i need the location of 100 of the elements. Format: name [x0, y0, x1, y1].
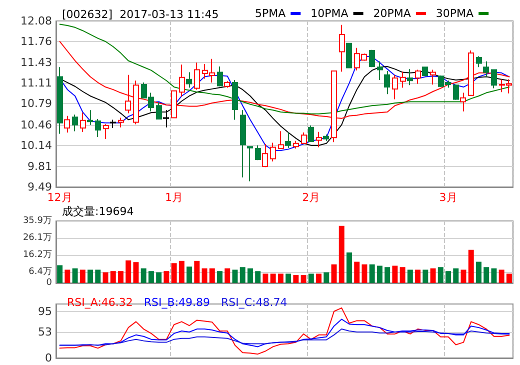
- y-tick-label: 11.43: [20, 56, 52, 70]
- bar: [293, 275, 299, 283]
- y-tick-label: 53: [38, 325, 52, 338]
- candlestick: [415, 69, 421, 84]
- candlestick: [301, 132, 307, 145]
- y-tick-label: 9.81: [28, 160, 52, 173]
- bar: [118, 271, 124, 283]
- candlestick: [278, 130, 284, 150]
- legend-label: 5PMA: [254, 7, 286, 20]
- candlestick: [468, 50, 474, 96]
- candlestick: [285, 132, 291, 148]
- y-tick-label: 11.11: [20, 76, 52, 90]
- candlestick: [369, 49, 375, 68]
- candlestick: [430, 69, 436, 85]
- x-tick-label: 1月: [165, 191, 184, 204]
- line-series: [59, 328, 510, 346]
- bar: [247, 268, 253, 283]
- candlestick: [392, 74, 398, 100]
- candlestick: [262, 144, 268, 168]
- y-tick-label: 11.76: [20, 35, 52, 48]
- bar: [194, 260, 200, 283]
- bar: [491, 268, 497, 283]
- line-series: [59, 307, 510, 355]
- y-tick-label: 9.49: [28, 180, 52, 194]
- candlestick: [80, 112, 86, 132]
- candlestick: [346, 42, 352, 68]
- bar: [217, 271, 222, 283]
- x-tick-label: 2月: [302, 191, 320, 204]
- candlestick: [194, 62, 200, 90]
- bar: [202, 268, 208, 283]
- bar: [240, 267, 246, 283]
- bar: [407, 270, 413, 283]
- bar: [376, 266, 382, 283]
- bar: [400, 267, 406, 283]
- y-tick-label: 16.2万: [22, 250, 52, 260]
- bar: [453, 268, 459, 283]
- y-tick-label: 0: [46, 278, 52, 288]
- y-tick-label: 10.14: [20, 138, 52, 152]
- bar: [430, 268, 436, 283]
- candlestick: [483, 60, 489, 78]
- y-tick-label: 6.4万: [28, 266, 52, 277]
- line-series: [59, 24, 510, 114]
- bar: [278, 274, 284, 283]
- bar: [102, 272, 108, 283]
- bar: [270, 274, 276, 283]
- bar: [148, 271, 154, 283]
- bar: [232, 270, 238, 283]
- candlestick: [217, 66, 223, 87]
- bar: [95, 270, 101, 283]
- candlestick: [339, 24, 345, 72]
- y-tick-label: 0: [45, 352, 52, 364]
- bar: [316, 274, 322, 283]
- bar: [164, 271, 170, 283]
- chart-title: 成交量:19694: [62, 205, 134, 218]
- bar: [460, 270, 466, 283]
- bar: [476, 262, 482, 283]
- legend-label: 30PMA: [436, 7, 474, 20]
- candlestick: [87, 110, 93, 126]
- candlestick: [125, 74, 131, 114]
- bar: [156, 272, 162, 283]
- bar: [224, 268, 230, 283]
- candlestick: [57, 66, 63, 134]
- bar: [80, 270, 86, 283]
- bar: [506, 274, 512, 283]
- candlestick: [163, 110, 169, 128]
- candlestick: [293, 140, 299, 150]
- bar: [262, 274, 268, 283]
- candlestick: [247, 146, 253, 182]
- bar: [422, 270, 428, 283]
- candlestick: [270, 142, 276, 162]
- bar: [186, 266, 192, 283]
- candlestick: [316, 131, 322, 148]
- legend-label: 10PMA: [310, 7, 349, 20]
- candlestick: [308, 124, 314, 142]
- bar: [57, 265, 63, 283]
- y-tick-label: 12.08: [20, 14, 52, 28]
- bar: [178, 260, 184, 283]
- candlestick: [400, 71, 406, 88]
- bar: [209, 268, 215, 283]
- bar: [438, 267, 444, 283]
- bar: [446, 271, 451, 283]
- bar: [384, 267, 390, 283]
- chart-title: [002632] 2017-03-13 11:45: [62, 8, 219, 21]
- candlestick: [72, 114, 78, 132]
- candlestick: [186, 72, 192, 88]
- x-tick-label: 12月: [47, 191, 72, 204]
- candlestick: [224, 80, 230, 88]
- bar: [338, 226, 344, 283]
- bar: [72, 268, 78, 283]
- candlestick: [240, 110, 246, 178]
- candlestick: [407, 68, 413, 86]
- candlestick: [384, 70, 390, 95]
- candlestick: [491, 69, 497, 89]
- bar: [415, 270, 421, 283]
- candlestick: [64, 115, 70, 134]
- candlestick: [422, 66, 428, 77]
- bar: [140, 268, 146, 283]
- candlestick: [179, 64, 185, 98]
- candlestick: [476, 56, 482, 68]
- bar: [369, 264, 375, 283]
